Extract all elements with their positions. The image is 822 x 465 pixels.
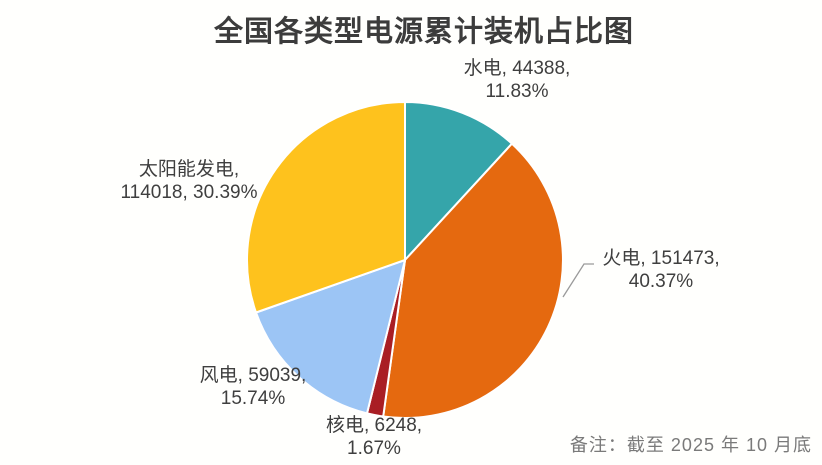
pie-slice-solar [246,101,406,314]
slice-label-solar: 太阳能发电, 114018, 30.39% [121,158,258,204]
slice-label-nuclear-line1: 核电, 6248, [325,415,423,436]
slice-label-wind: 风电, 59039, 15.74% [200,364,307,410]
slice-label-hydro-line1: 水电, 44388, [463,58,571,79]
leader-line-thermal [562,263,594,298]
slice-label-thermal-line1: 火电, 151473, [602,248,720,269]
slice-label-thermal: 火电, 151473, 40.37% [602,247,719,293]
slice-label-hydro: 水电, 44388, 11.83% [464,57,571,103]
chart-title: 全国各类型电源累计装机占比图 [213,16,634,48]
slice-label-nuclear: 核电, 6248, 1.67% [326,414,422,460]
slice-label-solar-line1: 太阳能发电, [138,159,240,180]
slice-label-wind-line2: 15.74% [220,388,286,409]
pie-slice-thermal [382,142,564,419]
slice-label-hydro-line2: 11.83% [485,81,549,102]
footnote: 备注：截至 2025 年 10 月底 [569,435,812,455]
slice-label-nuclear-line2: 1.67% [347,438,401,459]
pie-slice-hydro [404,101,513,261]
slice-label-solar-line2: 114018, 30.39% [120,182,258,203]
pie-slice-wind [255,259,406,415]
slice-label-wind-line1: 风电, 59039, [199,365,307,386]
slice-label-thermal-line2: 40.37% [628,271,694,292]
